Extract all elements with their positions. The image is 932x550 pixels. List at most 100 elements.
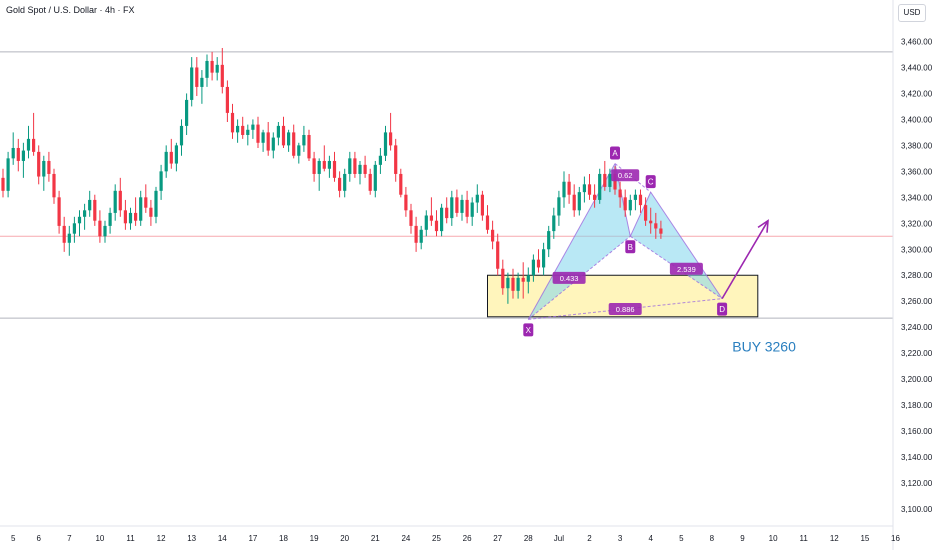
ratio-label-text: 0.886 (616, 305, 635, 314)
candle-body (424, 215, 428, 230)
candle-body (322, 160, 326, 169)
candle-body (399, 173, 403, 195)
candle (501, 259, 505, 295)
candle-body (57, 197, 61, 226)
ratio-label-bg (611, 169, 640, 182)
candle-body (394, 145, 398, 174)
candle (409, 203, 413, 234)
candle (587, 173, 592, 200)
candle (429, 197, 433, 226)
candle (368, 168, 372, 195)
candle-body (587, 184, 592, 195)
candle-body (644, 205, 648, 221)
candle (378, 147, 382, 174)
x-tick-label: 5 (679, 534, 684, 543)
candle (144, 184, 148, 213)
candle-body (373, 164, 377, 191)
candle-body (67, 233, 71, 243)
candle (348, 151, 352, 182)
candle-body (338, 177, 342, 191)
y-tick-label: 3,300.00 (901, 245, 932, 254)
candle-body (603, 173, 607, 187)
candle-body (506, 277, 510, 289)
candle-body (276, 125, 280, 138)
candle (93, 194, 97, 226)
candle (506, 272, 510, 304)
candle (246, 124, 250, 146)
candle (169, 138, 173, 169)
y-tick-label: 3,280.00 (901, 271, 932, 280)
candle-body (613, 173, 617, 190)
candle-body (164, 151, 168, 172)
x-tick-label: 25 (432, 534, 441, 543)
candle-body (557, 197, 561, 216)
candle (113, 184, 117, 221)
candle (185, 93, 189, 135)
candle (6, 151, 10, 198)
candle (338, 171, 342, 198)
candle (547, 225, 551, 258)
candle (440, 203, 444, 237)
candle-body (485, 215, 490, 230)
candle (210, 51, 214, 81)
candle (47, 151, 51, 182)
y-tick-label: 3,340.00 (901, 193, 932, 202)
x-tick-label: 3 (618, 534, 623, 543)
candle-body (434, 220, 439, 232)
leg-bc (629, 191, 652, 237)
candle-body (429, 215, 433, 221)
candle (276, 122, 280, 146)
x-tick-label: 8 (710, 534, 715, 543)
candle (628, 194, 632, 216)
candle-body (215, 64, 219, 73)
candle (42, 155, 46, 191)
candle-body (287, 132, 291, 146)
candle-body (88, 199, 92, 211)
candle (358, 160, 362, 185)
candle (383, 125, 388, 161)
candle-body (638, 194, 643, 206)
candle (373, 160, 377, 198)
candle-body (26, 138, 31, 151)
candle-body (516, 277, 520, 291)
x-tick-label: 9 (740, 534, 745, 543)
candle (332, 151, 337, 182)
arrow-shaft (721, 220, 769, 300)
x-tick-label: 13 (187, 534, 196, 543)
candle (633, 189, 637, 211)
candle-body (475, 194, 479, 203)
candle (164, 145, 168, 178)
x-tick-label: 17 (248, 534, 257, 543)
candle (572, 184, 576, 217)
candle (62, 216, 66, 252)
candle (536, 249, 541, 273)
ratio-label-text: 0.62 (618, 171, 633, 180)
horizontal-lines (0, 51, 893, 319)
candle-body (6, 158, 10, 191)
candle-body (113, 190, 117, 213)
candle (552, 207, 556, 239)
candle-body (47, 160, 51, 174)
candle-body (200, 77, 204, 87)
currency-button[interactable]: USD (898, 4, 926, 22)
candle-body (542, 249, 546, 268)
y-tick-label: 3,320.00 (901, 219, 932, 228)
candle-body (496, 241, 500, 269)
candle (419, 225, 423, 250)
candle (363, 155, 367, 178)
candle-body (169, 151, 173, 164)
candle-body (501, 268, 505, 289)
y-tick-label: 3,100.00 (901, 505, 932, 514)
point-label-x: X (523, 323, 534, 337)
candle (343, 168, 347, 198)
candle (317, 158, 321, 191)
point-label-text: D (719, 305, 725, 314)
candle-body (450, 197, 454, 219)
candle (404, 186, 408, 217)
candle-body (327, 160, 331, 169)
candle (159, 164, 163, 200)
candle (251, 119, 255, 139)
candle (414, 216, 418, 252)
candle-body (292, 132, 296, 156)
